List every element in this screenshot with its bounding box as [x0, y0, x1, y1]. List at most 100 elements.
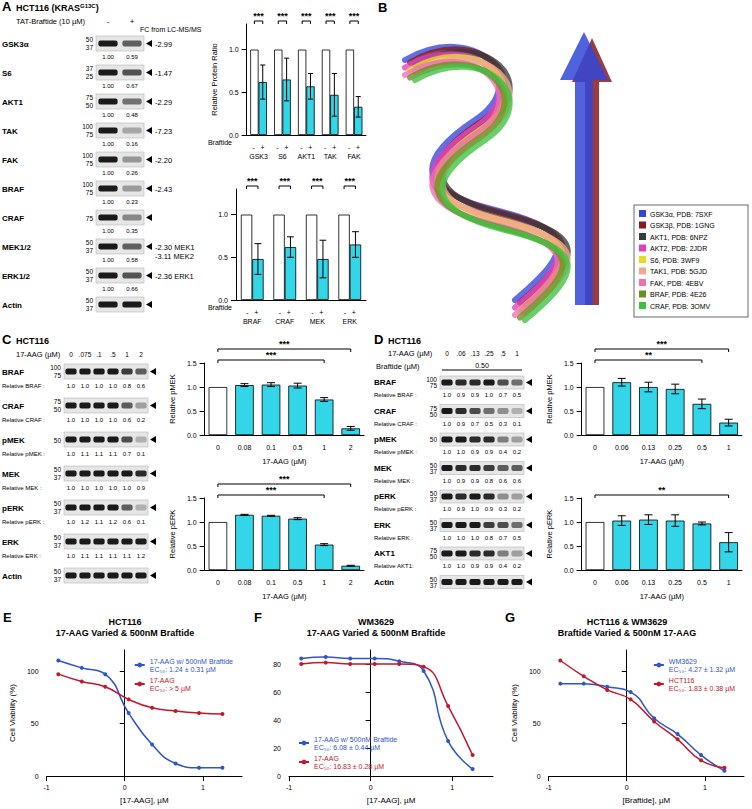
svg-text:pMEK: pMEK: [2, 436, 25, 445]
svg-text:1.1: 1.1: [81, 553, 90, 559]
svg-text:ERK: ERK: [343, 318, 358, 325]
svg-text:1.0: 1.0: [485, 392, 494, 398]
svg-text:75: 75: [86, 215, 94, 222]
svg-text:0.13: 0.13: [642, 579, 656, 586]
svg-text:MEK: MEK: [374, 464, 392, 473]
svg-text:17-AAG Varied & 500nM Braftide: 17-AAG Varied & 500nM Braftide: [56, 628, 195, 638]
svg-text:EC₅₀: > 5 µM: EC₅₀: > 5 µM: [150, 685, 191, 693]
svg-text:[Braftide], µM: [Braftide], µM: [622, 796, 670, 805]
svg-text:50: 50: [86, 297, 94, 304]
svg-text:17-AAG (µM): 17-AAG (µM): [262, 592, 307, 601]
svg-text:- +: - +: [276, 144, 288, 151]
svg-text:0.9: 0.9: [457, 392, 466, 398]
svg-text:60: 60: [273, 689, 281, 696]
svg-text:1.0: 1.0: [123, 485, 132, 491]
svg-text:0.16: 0.16: [126, 141, 138, 147]
svg-text:37: 37: [86, 65, 94, 72]
svg-text:50: 50: [31, 720, 39, 727]
svg-text:17-AAG: 17-AAG: [314, 755, 339, 762]
svg-text:2: 2: [349, 579, 353, 586]
svg-text:0.6: 0.6: [513, 478, 522, 484]
svg-text:0.1: 0.1: [137, 451, 146, 457]
svg-text:0.9: 0.9: [137, 485, 146, 491]
svg-text:1.1: 1.1: [81, 451, 90, 457]
svg-text:***: ***: [349, 11, 360, 21]
svg-text:CRAF: CRAF: [374, 407, 396, 416]
svg-text:0.8: 0.8: [485, 535, 494, 541]
svg-text:0.5: 0.5: [513, 535, 522, 541]
svg-text:0.8: 0.8: [123, 383, 132, 389]
svg-text:1: 1: [703, 784, 707, 791]
svg-text:FAK: FAK: [347, 153, 361, 160]
svg-text:0.1: 0.1: [266, 444, 276, 451]
svg-text:50: 50: [54, 500, 62, 507]
svg-text:GSK3α: GSK3α: [2, 40, 29, 49]
svg-text:0.0: 0.0: [564, 432, 574, 439]
svg-text:- +: - +: [246, 309, 258, 316]
svg-text:0.5: 0.5: [697, 579, 707, 586]
svg-text:0.5: 0.5: [293, 579, 303, 586]
svg-text:1.0: 1.0: [457, 449, 466, 455]
svg-text:0: 0: [445, 350, 449, 357]
svg-text:17-AAG (µM): 17-AAG (µM): [16, 350, 61, 359]
svg-text:BRAF: BRAF: [243, 318, 262, 325]
svg-text:pERK: pERK: [374, 492, 396, 501]
svg-text:***: ***: [312, 176, 323, 186]
svg-text:0.7: 0.7: [123, 451, 132, 457]
svg-text:- +: - +: [279, 309, 291, 316]
svg-text:1.0: 1.0: [109, 417, 118, 423]
svg-text:1.1: 1.1: [95, 451, 104, 457]
svg-text:17-AAG (µM): 17-AAG (µM): [640, 592, 685, 601]
svg-text:1.00: 1.00: [102, 286, 114, 292]
svg-text:B: B: [378, 0, 387, 15]
svg-text:HCT116: HCT116: [669, 677, 695, 684]
svg-text:37: 37: [430, 525, 438, 532]
svg-text:37: 37: [86, 276, 94, 283]
svg-text:1.00: 1.00: [102, 228, 114, 234]
svg-text:75: 75: [86, 189, 94, 196]
svg-text:0.6: 0.6: [137, 383, 146, 389]
svg-text:HCT116 & WM3629: HCT116 & WM3629: [587, 617, 668, 627]
svg-text:100: 100: [82, 152, 93, 159]
svg-text:1.1: 1.1: [109, 451, 118, 457]
svg-text:-1: -1: [545, 784, 551, 791]
svg-text:37: 37: [54, 508, 62, 515]
svg-text:0.13: 0.13: [642, 444, 656, 451]
svg-text:1.0: 1.0: [443, 421, 452, 427]
svg-text:50: 50: [86, 268, 94, 275]
svg-text:AKT1: AKT1: [2, 98, 23, 107]
svg-text:0.5: 0.5: [293, 444, 303, 451]
svg-text:-7.23: -7.23: [155, 127, 172, 136]
svg-text:17-AAG (µM): 17-AAG (µM): [388, 349, 433, 358]
svg-text:37: 37: [54, 542, 62, 549]
svg-text:0.5: 0.5: [187, 543, 197, 550]
svg-text:50: 50: [54, 534, 62, 541]
svg-text:- +: - +: [311, 309, 323, 316]
svg-text:S6: S6: [278, 153, 287, 160]
svg-text:***: ***: [301, 11, 312, 21]
svg-text:0.9: 0.9: [485, 506, 494, 512]
svg-text:1.0: 1.0: [95, 417, 104, 423]
svg-text:75: 75: [86, 94, 94, 101]
svg-text:- +: - +: [344, 309, 356, 316]
svg-text:AKT1: AKT1: [298, 153, 316, 160]
svg-text:0.5: 0.5: [187, 408, 197, 415]
svg-text:2: 2: [349, 444, 353, 451]
svg-text:Braftide (µM): Braftide (µM): [376, 362, 420, 371]
svg-text:0.0: 0.0: [229, 132, 239, 139]
svg-text:0.1: 0.1: [266, 579, 276, 586]
svg-text:***: ***: [279, 176, 290, 186]
svg-text:0.7: 0.7: [499, 535, 508, 541]
svg-text:0: 0: [537, 773, 541, 780]
svg-text:1: 1: [125, 351, 129, 358]
svg-text:Relative BRAF :: Relative BRAF :: [374, 392, 417, 398]
svg-text:BRAF: BRAF: [374, 378, 396, 387]
svg-text:1.5: 1.5: [187, 495, 197, 502]
svg-text:1.5: 1.5: [564, 495, 574, 502]
svg-text:Relative pMEK :: Relative pMEK :: [2, 451, 45, 457]
svg-text:-2.29: -2.29: [155, 98, 172, 107]
svg-text:ERK: ERK: [374, 521, 391, 530]
svg-text:Relative BRAF :: Relative BRAF :: [2, 383, 45, 389]
svg-text:37: 37: [430, 496, 438, 503]
svg-text:50: 50: [54, 568, 62, 575]
